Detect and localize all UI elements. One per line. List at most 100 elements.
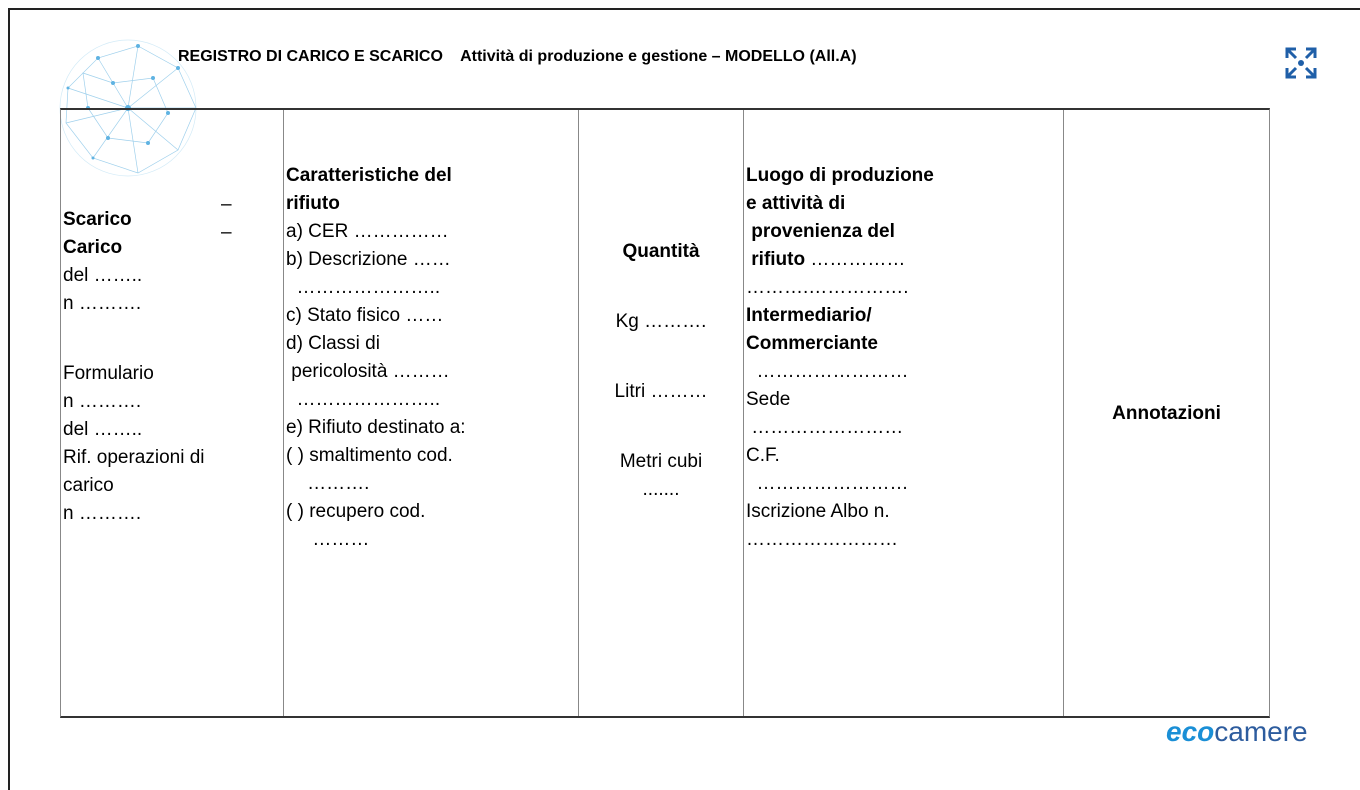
cell-text: ………………….. bbox=[286, 389, 441, 410]
cell-text: Formulario bbox=[63, 363, 154, 384]
cell-text: pericolosità ……… bbox=[286, 361, 450, 382]
cell-line: Carico bbox=[63, 234, 205, 262]
cell-text: C.F. bbox=[746, 445, 780, 466]
cell-line: Rif. operazioni di bbox=[63, 444, 205, 472]
cell-text: …………………… bbox=[746, 473, 909, 494]
expand-icon bbox=[1285, 47, 1317, 79]
cell-text: Rif. operazioni di bbox=[63, 447, 205, 468]
cell-text: rifiuto bbox=[746, 249, 806, 270]
cell-text: ( ) smaltimento cod. bbox=[286, 445, 453, 466]
cell-line: n ………. bbox=[63, 500, 205, 528]
cell-line: d) Classi di bbox=[286, 330, 466, 358]
logo: ecocamere bbox=[1166, 716, 1308, 748]
cell-line: …………………… bbox=[746, 526, 934, 554]
cell-line: rifiuto bbox=[286, 190, 466, 218]
cell-line: e) Rifiuto destinato a: bbox=[286, 414, 466, 442]
cell-text: Iscrizione Albo n. bbox=[746, 501, 890, 522]
cell-line: rifiuto …………… bbox=[746, 246, 934, 274]
cell-text: Sede bbox=[746, 389, 791, 410]
cell-text: …………………… bbox=[746, 361, 909, 382]
cell-block: Litri ……… bbox=[579, 378, 743, 406]
cell-text: …………………… bbox=[746, 417, 904, 438]
cell-text: rifiuto bbox=[286, 193, 340, 214]
cell-block: Caratteristiche del rifiuto a) CER …………… b)… bbox=[286, 162, 466, 554]
cell-line: ………………….. bbox=[286, 386, 466, 414]
title: REGISTRO DI CARICO E SCARICO Attività di… bbox=[178, 48, 857, 66]
cell-text: Luogo di produzione bbox=[746, 165, 934, 186]
cell-text: …………… bbox=[805, 249, 906, 270]
cell-block: Scarico Carico del …….. n ………. bbox=[63, 206, 205, 318]
cell-text: Scarico bbox=[63, 209, 132, 230]
cell-text: provenienza del bbox=[746, 221, 895, 242]
cell-line: …………………… bbox=[746, 470, 934, 498]
cell-line: …………………… bbox=[746, 414, 934, 442]
dash: – bbox=[221, 194, 232, 215]
cell-line: b) Descrizione …… bbox=[286, 246, 466, 274]
table: Scarico Carico del …….. n ………. Formulario n …… bbox=[60, 108, 1270, 718]
cell-text: a) CER …………… bbox=[286, 221, 449, 242]
cell-text: ………………….. bbox=[286, 277, 441, 298]
cell-text: Quantità bbox=[622, 241, 700, 262]
cell-line: Quantità bbox=[579, 238, 743, 266]
cell-block: Metri cubi....... bbox=[579, 448, 743, 504]
cell-text: Litri ……… bbox=[614, 381, 708, 402]
page: REGISTRO DI CARICO E SCARICO Attività di… bbox=[8, 8, 1360, 790]
cell-line: a) CER …………… bbox=[286, 218, 466, 246]
cell-text: Carico bbox=[63, 237, 123, 258]
cell-block: Formulario n ………. del …….. Rif. operazioni … bbox=[63, 360, 205, 528]
cell-line: Sede bbox=[746, 386, 934, 414]
cell-line: ( ) smaltimento cod. bbox=[286, 442, 466, 470]
cell-text: ……… bbox=[286, 529, 370, 550]
cell-line: n ………. bbox=[63, 290, 205, 318]
cell-line: ……… bbox=[286, 526, 466, 554]
cell-text: del …….. bbox=[63, 265, 143, 286]
cell-line: n ………. bbox=[63, 388, 205, 416]
cell-block: Kg ………. bbox=[579, 308, 743, 336]
cell: Caratteristiche del rifiuto a) CER …………… b)… bbox=[286, 162, 466, 554]
cell-text: c) Stato fisico …… bbox=[286, 305, 444, 326]
cell-text: Commerciante bbox=[746, 333, 878, 354]
cell-block: Annotazioni bbox=[1064, 400, 1269, 428]
column-divider bbox=[743, 110, 744, 716]
cell-line: Intermediario/ bbox=[746, 302, 934, 330]
logo-eco: eco bbox=[1166, 716, 1215, 747]
cell-text: n ………. bbox=[63, 503, 142, 524]
cell-text: n ………. bbox=[63, 293, 142, 314]
cell-line: Metri cubi bbox=[579, 448, 743, 476]
cell-text: b) Descrizione …… bbox=[286, 249, 451, 270]
cell-text: Caratteristiche del bbox=[286, 165, 452, 186]
cell-text: ………. bbox=[286, 473, 370, 494]
cell-text: Intermediario/ bbox=[746, 305, 872, 326]
column-divider bbox=[283, 110, 284, 716]
frame bbox=[8, 8, 1360, 790]
cell-text: e) Rifiuto destinato a: bbox=[286, 417, 466, 438]
cell-line: Formulario bbox=[63, 360, 205, 388]
cell-text: ....... bbox=[642, 479, 680, 500]
cell: Quantità Kg ………. Litri ……… Metri cubi......… bbox=[579, 238, 743, 504]
cell-text: …………………… bbox=[746, 529, 898, 550]
cell-line: C.F. bbox=[746, 442, 934, 470]
title-sub: Attività di produzione e gestione – MODE… bbox=[460, 48, 857, 65]
cell-line: ……….……………. bbox=[746, 274, 934, 302]
cell-line: provenienza del bbox=[746, 218, 934, 246]
cell-block: Quantità bbox=[579, 238, 743, 266]
cell-line: ....... bbox=[579, 476, 743, 504]
cell-line: e attività di bbox=[746, 190, 934, 218]
cell: Scarico Carico del …….. n ………. Formulario n …… bbox=[63, 206, 205, 528]
cell-line: Commerciante bbox=[746, 330, 934, 358]
cell-text: carico bbox=[63, 475, 114, 496]
cell-text: d) Classi di bbox=[286, 333, 380, 354]
cell-line: Annotazioni bbox=[1064, 400, 1269, 428]
cell-text: ( ) recupero cod. bbox=[286, 501, 426, 522]
cell-line: Caratteristiche del bbox=[286, 162, 466, 190]
cell-line: c) Stato fisico …… bbox=[286, 302, 466, 330]
cell-text: del …….. bbox=[63, 419, 143, 440]
cell-block: Luogo di produzione e attività di proveni… bbox=[746, 162, 934, 554]
column-divider bbox=[578, 110, 579, 716]
cell-text: ……….……………. bbox=[746, 277, 909, 298]
title-main: REGISTRO DI CARICO E SCARICO bbox=[178, 48, 443, 65]
cell-line: del …….. bbox=[63, 262, 205, 290]
cell-line: Iscrizione Albo n. bbox=[746, 498, 934, 526]
cell-line: del …….. bbox=[63, 416, 205, 444]
cell-line: Litri ……… bbox=[579, 378, 743, 406]
